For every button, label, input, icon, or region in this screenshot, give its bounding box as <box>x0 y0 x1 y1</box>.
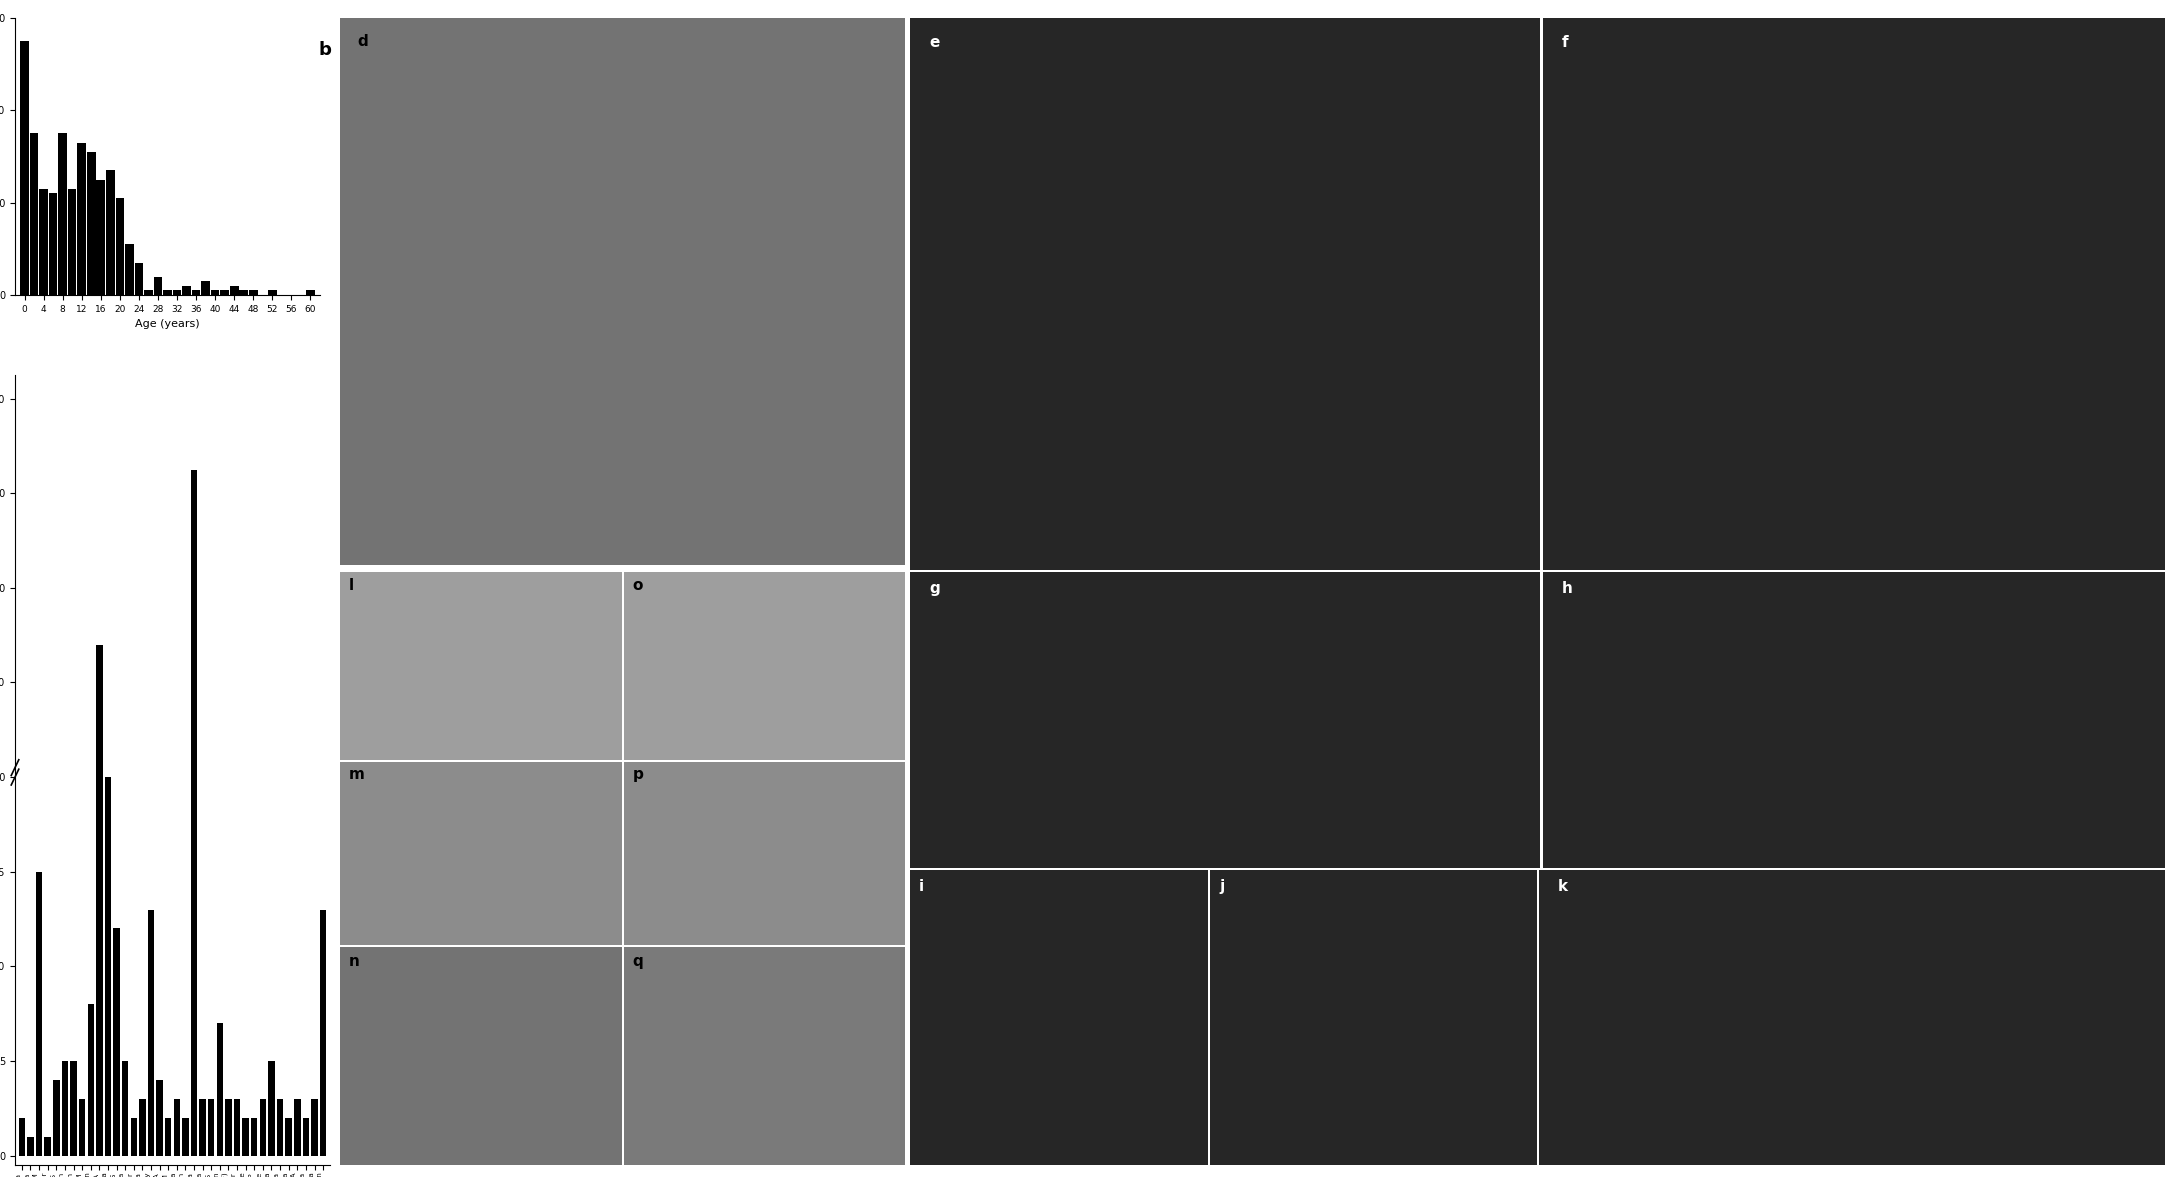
Bar <box>28 1137 35 1156</box>
Bar <box>20 41 28 295</box>
Bar <box>95 645 102 1156</box>
Bar <box>126 244 135 295</box>
Bar <box>143 291 152 295</box>
Bar <box>221 291 230 295</box>
Bar <box>156 1079 163 1156</box>
Text: d: d <box>356 34 367 49</box>
Bar <box>226 1099 232 1156</box>
Legend: Female, Male: Female, Male <box>395 295 506 313</box>
Bar <box>106 171 115 295</box>
Bar <box>130 1118 137 1156</box>
Bar <box>286 1118 293 1156</box>
Bar <box>278 1099 284 1156</box>
Bar <box>50 193 56 295</box>
Text: m: m <box>349 767 365 783</box>
Bar <box>69 1060 76 1156</box>
Wedge shape <box>447 81 538 257</box>
Bar <box>217 1023 224 1156</box>
Bar <box>210 291 219 295</box>
Bar <box>37 872 43 1156</box>
Bar <box>148 910 154 1156</box>
Text: g: g <box>929 581 940 596</box>
Text: l: l <box>349 578 354 593</box>
Bar <box>122 1060 128 1156</box>
Bar <box>154 277 163 295</box>
Text: o: o <box>631 578 642 593</box>
Bar <box>234 1099 241 1156</box>
Bar <box>208 1099 215 1156</box>
Bar <box>30 133 39 295</box>
Text: k: k <box>1558 879 1569 893</box>
Bar <box>295 1099 299 1156</box>
Bar <box>202 281 210 295</box>
Bar <box>163 291 171 295</box>
Bar <box>78 1099 85 1156</box>
Bar <box>67 188 76 295</box>
X-axis label: Age (years): Age (years) <box>135 319 200 330</box>
Bar <box>104 777 111 1156</box>
Bar <box>319 910 326 1156</box>
Bar <box>174 291 182 295</box>
Bar <box>252 1118 258 1156</box>
Text: 176: 176 <box>269 268 293 281</box>
Bar <box>310 1099 317 1156</box>
Bar <box>52 1079 59 1156</box>
Text: b: b <box>319 41 330 59</box>
Bar <box>191 291 200 295</box>
Bar <box>306 291 315 295</box>
Bar <box>78 142 87 295</box>
Bar <box>302 1118 308 1156</box>
Bar <box>230 286 239 295</box>
Bar <box>20 1118 26 1156</box>
Text: q: q <box>631 953 642 969</box>
Text: e: e <box>929 34 940 49</box>
Bar <box>39 188 48 295</box>
Bar <box>87 1004 93 1156</box>
Bar <box>260 1099 267 1156</box>
Text: i: i <box>918 879 924 893</box>
Bar <box>174 1099 180 1156</box>
Bar <box>165 1118 171 1156</box>
Bar <box>250 291 258 295</box>
Text: 180: 180 <box>486 268 510 281</box>
Bar <box>95 180 104 295</box>
Bar <box>135 262 143 295</box>
Bar <box>191 470 197 1156</box>
Bar <box>113 929 119 1156</box>
Bar <box>139 1099 145 1156</box>
Text: h: h <box>1562 581 1573 596</box>
Bar <box>87 152 95 295</box>
Bar <box>239 291 247 295</box>
Bar <box>61 1060 67 1156</box>
Bar <box>269 1060 276 1156</box>
Bar <box>115 198 124 295</box>
Bar <box>200 1099 206 1156</box>
Title: Sex: Sex <box>438 46 462 59</box>
Text: j: j <box>1220 879 1226 893</box>
Bar <box>243 1118 250 1156</box>
Wedge shape <box>362 81 449 257</box>
Bar <box>269 291 276 295</box>
Text: f: f <box>1562 34 1569 49</box>
Bar <box>43 1137 50 1156</box>
Text: p: p <box>631 767 642 783</box>
Bar <box>182 286 191 295</box>
Bar <box>59 133 67 295</box>
Text: n: n <box>349 953 360 969</box>
Bar <box>182 1118 189 1156</box>
